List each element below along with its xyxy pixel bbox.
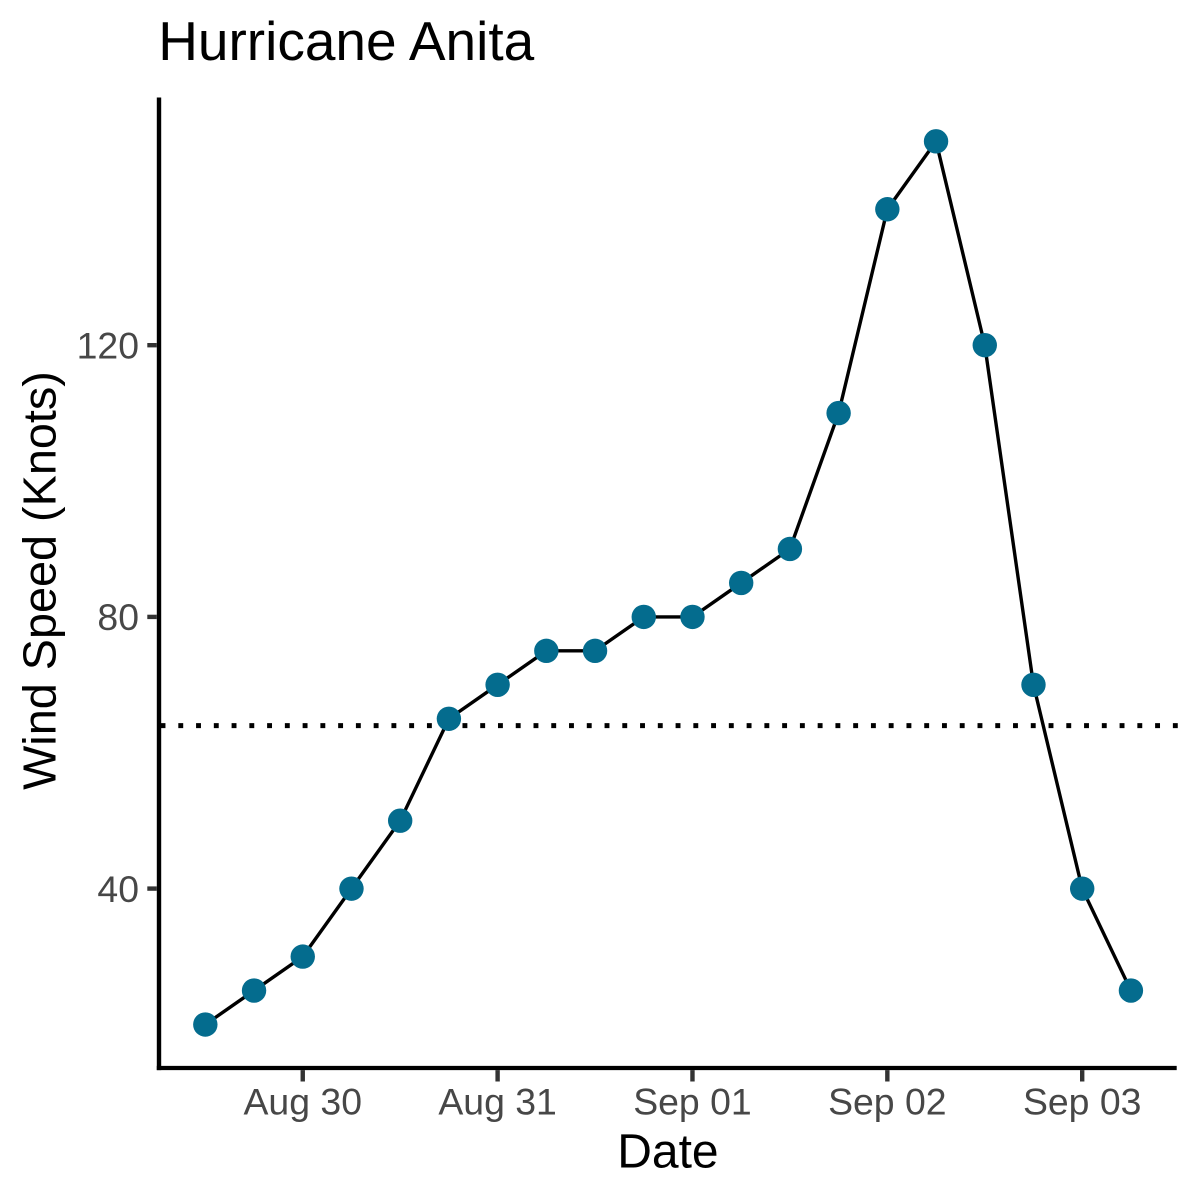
svg-text:80: 80 (97, 596, 139, 638)
svg-text:Date: Date (617, 1125, 718, 1178)
svg-text:Aug 30: Aug 30 (243, 1081, 362, 1123)
svg-text:Sep 02: Sep 02 (828, 1081, 947, 1123)
svg-text:Sep 01: Sep 01 (633, 1081, 752, 1123)
svg-text:120: 120 (77, 325, 139, 367)
svg-text:Aug 31: Aug 31 (438, 1081, 557, 1123)
svg-text:Wind Speed (Knots): Wind Speed (Knots) (13, 371, 65, 790)
svg-text:40: 40 (97, 868, 139, 910)
svg-text:Sep 03: Sep 03 (1023, 1081, 1142, 1123)
svg-text:Hurricane Anita: Hurricane Anita (158, 10, 534, 72)
